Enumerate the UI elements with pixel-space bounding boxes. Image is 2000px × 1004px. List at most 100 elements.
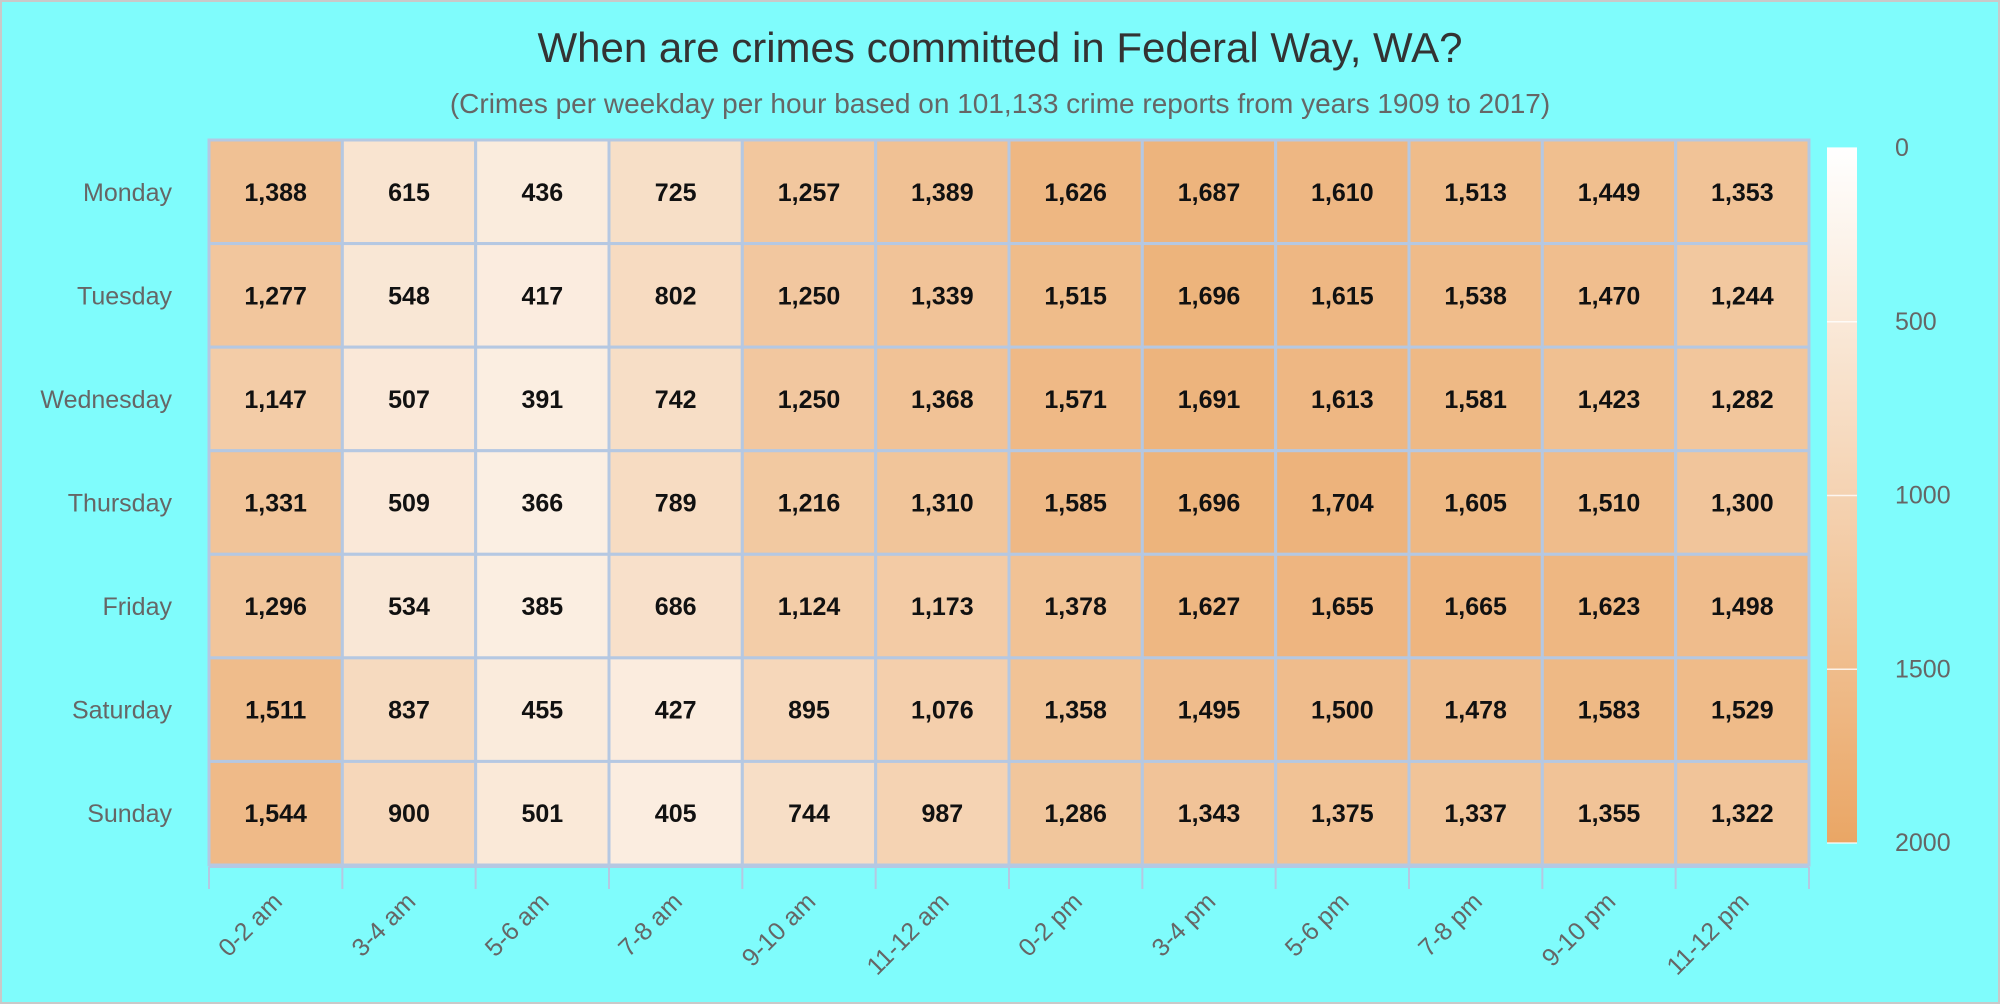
y-axis-label: Saturday xyxy=(72,697,173,725)
heatmap-cell xyxy=(340,656,478,763)
cell-value-label: 417 xyxy=(521,282,563,310)
cell-value-label: 1,500 xyxy=(1311,697,1374,725)
cell-value-label: 1,704 xyxy=(1311,490,1374,518)
cell-value-label: 1,244 xyxy=(1711,282,1774,310)
cell-value-label: 1,322 xyxy=(1711,800,1774,828)
heatmap-cell xyxy=(740,552,878,660)
x-axis-label: 5-6 pm xyxy=(1280,887,1355,962)
cell-value-label: 1,286 xyxy=(1044,800,1107,828)
cell-value-label: 1,470 xyxy=(1578,282,1641,310)
cell-value-label: 1,389 xyxy=(911,179,974,207)
cell-value-label: 895 xyxy=(788,697,830,725)
cell-value-label: 802 xyxy=(655,282,697,310)
heatmap-cell xyxy=(207,759,344,867)
y-axis-label: Monday xyxy=(83,179,172,207)
heatmap-cells: 1,388 615 436 725 1,257 1,389 1,626 1,687 1,610 1… xyxy=(207,138,1811,867)
heatmap-cell xyxy=(1140,345,1278,453)
cell-value-label: 509 xyxy=(388,490,430,518)
cell-value-label: 427 xyxy=(655,697,697,725)
cell-value-label: 1,538 xyxy=(1444,282,1507,310)
heatmap-cell xyxy=(1674,449,1811,556)
cell-value-label: 534 xyxy=(388,593,430,621)
heatmap-cell xyxy=(1674,759,1811,867)
cell-value-label: 548 xyxy=(388,282,430,310)
cell-value-label: 1,478 xyxy=(1444,697,1507,725)
heatmap-cell xyxy=(1540,759,1678,867)
heatmap-cell xyxy=(1540,242,1678,349)
cell-value-label: 900 xyxy=(388,800,430,828)
heatmap-cell xyxy=(1540,345,1678,453)
x-axis-label: 3-4 pm xyxy=(1146,887,1221,962)
cell-value-label: 1,423 xyxy=(1578,386,1641,414)
y-axis-label: Tuesday xyxy=(77,282,172,310)
cell-value-label: 1,655 xyxy=(1311,593,1374,621)
cell-value-label: 366 xyxy=(521,490,563,518)
cell-value-label: 1,076 xyxy=(911,697,974,725)
heatmap-cell xyxy=(740,242,878,349)
heatmap-cell xyxy=(874,656,1011,763)
heatmap-cell xyxy=(874,242,1011,349)
color-scale-tick-label: 500 xyxy=(1895,308,1937,336)
heatmap-cell xyxy=(607,552,744,660)
cell-value-label: 1,583 xyxy=(1578,697,1641,725)
heatmap-cell xyxy=(1674,345,1811,453)
color-scale-tick-label: 2000 xyxy=(1895,829,1951,857)
x-axis-label: 7-8 am xyxy=(613,887,688,962)
heatmap-cell xyxy=(207,449,344,556)
heatmap-cell xyxy=(1540,449,1678,556)
cell-value-label: 391 xyxy=(521,386,563,414)
cell-value-label: 501 xyxy=(521,800,563,828)
heatmap-cell xyxy=(1407,552,1544,660)
cell-value-label: 385 xyxy=(521,593,563,621)
cell-value-label: 405 xyxy=(655,800,697,828)
cell-value-label: 1,615 xyxy=(1311,282,1374,310)
x-axis-label: 11-12 pm xyxy=(1661,887,1754,980)
heatmap-cell xyxy=(1540,656,1678,763)
heatmap-cell xyxy=(1140,656,1278,763)
y-axis-labels: Monday Tuesday Wednesday Thursday Friday Satu… xyxy=(40,179,172,828)
cell-value-label: 837 xyxy=(388,697,430,725)
cell-value-label: 1,571 xyxy=(1044,386,1107,414)
cell-value-label: 1,665 xyxy=(1444,593,1507,621)
cell-value-label: 1,282 xyxy=(1711,386,1774,414)
heatmap-cell xyxy=(474,552,611,660)
cell-value-label: 1,388 xyxy=(244,179,307,207)
cell-value-label: 1,277 xyxy=(244,282,307,310)
cell-value-label: 1,296 xyxy=(244,593,307,621)
heatmap-cell xyxy=(1007,759,1144,867)
cell-value-label: 1,368 xyxy=(911,386,974,414)
heatmap-cell xyxy=(607,759,744,867)
cell-value-label: 1,124 xyxy=(778,593,841,621)
heatmap-cell xyxy=(207,656,344,763)
cell-value-label: 1,696 xyxy=(1178,282,1241,310)
chart-subtitle: (Crimes per weekday per hour based on 10… xyxy=(449,88,1551,119)
x-axis-label: 3-4 am xyxy=(346,887,421,962)
cell-value-label: 744 xyxy=(788,800,830,828)
heatmap-cell xyxy=(874,552,1011,660)
cell-value-label: 1,173 xyxy=(911,593,974,621)
cell-value-label: 1,339 xyxy=(911,282,974,310)
cell-value-label: 455 xyxy=(521,697,563,725)
cell-value-label: 1,498 xyxy=(1711,593,1774,621)
y-axis-label: Sunday xyxy=(87,800,172,828)
heatmap-cell xyxy=(740,449,878,556)
color-scale-tick-label: 0 xyxy=(1895,134,1909,162)
heatmap-cell xyxy=(1274,345,1411,453)
cell-value-label: 436 xyxy=(521,179,563,207)
cell-value-label: 1,378 xyxy=(1044,593,1107,621)
cell-value-label: 1,696 xyxy=(1178,490,1241,518)
heatmap-cell xyxy=(874,138,1011,246)
cell-value-label: 987 xyxy=(921,800,963,828)
cell-value-label: 1,331 xyxy=(244,490,307,518)
cell-value-label: 1,529 xyxy=(1711,697,1774,725)
cell-value-label: 1,610 xyxy=(1311,179,1374,207)
cell-value-label: 1,355 xyxy=(1578,800,1641,828)
heatmap-cell xyxy=(474,656,611,763)
cell-value-label: 1,585 xyxy=(1044,490,1107,518)
color-scale-tick-label: 1500 xyxy=(1895,655,1951,683)
heatmap-cell xyxy=(1674,552,1811,660)
cell-value-label: 1,511 xyxy=(245,697,306,725)
cell-value-label: 1,250 xyxy=(778,282,841,310)
